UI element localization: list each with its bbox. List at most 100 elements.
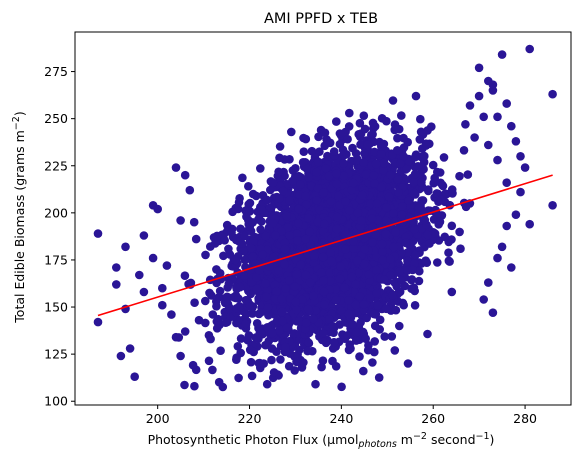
data-point [265, 262, 274, 272]
data-point [227, 228, 236, 237]
data-point [370, 337, 380, 346]
data-point [125, 344, 135, 353]
data-point [261, 340, 270, 350]
data-point [262, 285, 272, 295]
data-point [296, 180, 305, 189]
data-point [507, 121, 516, 131]
data-point [292, 229, 302, 239]
data-point [502, 178, 512, 187]
data-point [244, 182, 253, 191]
data-point [241, 295, 251, 305]
data-point [414, 203, 424, 213]
chart-title: AMI PPFD x TEB [264, 11, 378, 27]
data-point [373, 301, 383, 310]
data-point [394, 187, 403, 197]
data-point [440, 232, 450, 242]
data-point [421, 139, 431, 148]
data-point [474, 63, 484, 73]
data-point [389, 209, 398, 218]
data-point [278, 316, 287, 326]
data-point [280, 238, 290, 248]
data-point [275, 194, 284, 204]
data-point [359, 366, 368, 376]
data-point [420, 215, 430, 225]
data-point [374, 373, 384, 382]
data-point [349, 178, 358, 188]
y-axis-label: Total Edible Biomass (grams m−2) [11, 111, 27, 323]
data-point [388, 96, 398, 105]
data-point [283, 223, 293, 232]
data-point [364, 270, 374, 279]
data-point [397, 210, 407, 220]
data-point [268, 218, 278, 228]
data-point [404, 196, 414, 205]
data-point [313, 157, 323, 167]
data-point [296, 260, 306, 270]
data-point [235, 282, 245, 292]
data-point [372, 288, 382, 298]
data-point [292, 269, 302, 279]
data-point [190, 381, 199, 391]
data-point [410, 170, 420, 179]
data-point [444, 248, 453, 257]
data-point [245, 198, 255, 208]
data-point [470, 133, 479, 142]
data-point [281, 342, 290, 352]
data-point [399, 143, 409, 152]
data-point [323, 151, 332, 161]
data-point [349, 237, 358, 246]
data-point [382, 116, 391, 126]
data-point [525, 44, 534, 54]
data-point [403, 256, 412, 266]
data-point [212, 324, 222, 333]
data-point [324, 171, 334, 181]
data-point [255, 164, 265, 173]
data-point [488, 80, 498, 89]
data-point [410, 225, 419, 234]
data-point [384, 192, 394, 201]
data-point [363, 345, 373, 355]
data-point [351, 300, 361, 310]
data-point [447, 235, 456, 244]
data-point [353, 255, 362, 265]
data-point [421, 256, 431, 266]
y-tick-label: 175 [44, 252, 68, 267]
data-point [403, 248, 413, 257]
data-point [419, 157, 429, 167]
data-point [301, 318, 311, 328]
data-point [302, 164, 312, 174]
data-point [516, 152, 525, 161]
data-point [392, 146, 402, 155]
data-point [267, 355, 276, 365]
data-point [290, 366, 300, 375]
data-point [263, 323, 272, 332]
data-point [332, 224, 342, 234]
data-point [304, 172, 314, 182]
data-point [331, 362, 341, 371]
data-point [228, 207, 237, 217]
data-point [344, 296, 354, 305]
data-point [386, 170, 395, 180]
data-point [191, 234, 201, 244]
y-tick-label: 250 [44, 111, 68, 126]
data-point [402, 164, 412, 173]
x-tick-label: 220 [238, 411, 262, 426]
data-point [363, 140, 373, 149]
data-point [355, 352, 364, 361]
data-point [204, 356, 214, 366]
data-point [162, 261, 172, 270]
data-point [239, 271, 249, 281]
data-point [463, 170, 473, 179]
scatter-points [93, 44, 557, 392]
data-point [240, 255, 250, 265]
data-point [319, 328, 328, 338]
data-point [497, 50, 507, 59]
data-point [318, 356, 328, 366]
y-tick-label: 275 [44, 64, 68, 79]
data-point [307, 181, 316, 191]
data-point [408, 265, 417, 275]
data-point [425, 239, 434, 248]
data-point [301, 270, 311, 280]
data-point [395, 321, 404, 331]
data-point [318, 252, 328, 262]
